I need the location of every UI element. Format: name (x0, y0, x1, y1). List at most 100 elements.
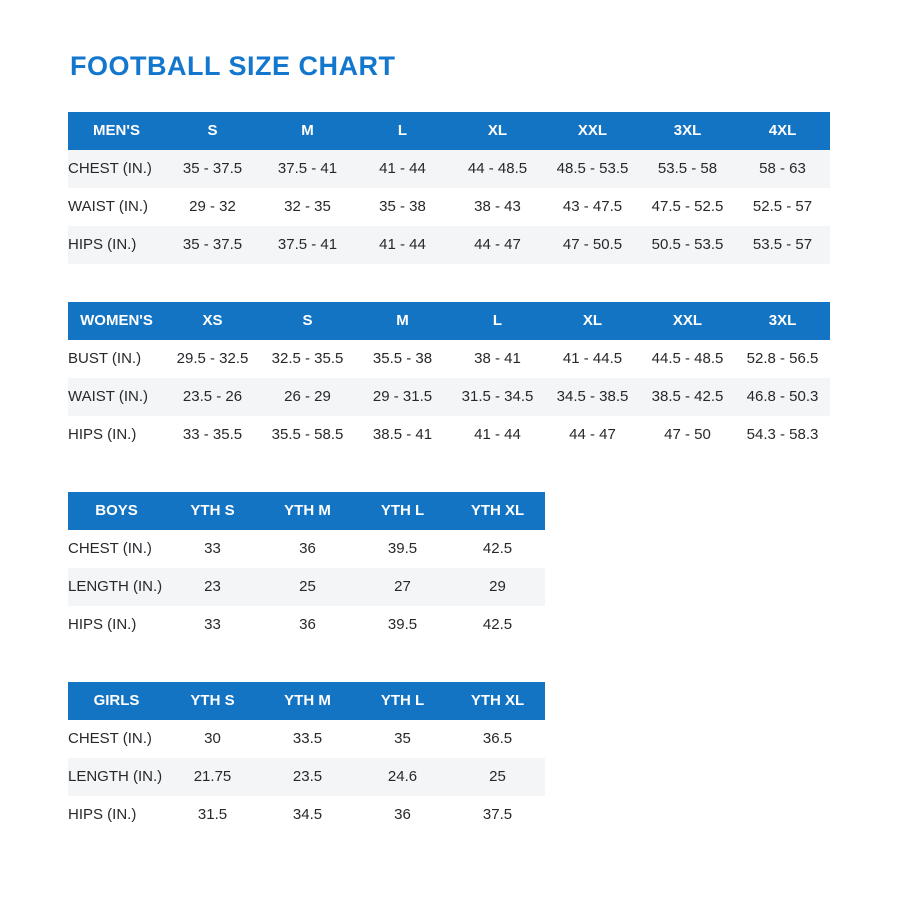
size-value-cell: 36 (394, 806, 411, 823)
size-value-cell: 50.5 - 53.5 (640, 226, 735, 264)
table-row: CHEST (IN.) 35 - 37.5 37.5 - 41 41 - 44 44 -… (68, 150, 830, 188)
size-value-cell: 38.5 - 42.5 (640, 378, 735, 416)
column-header: YTH S (165, 682, 260, 720)
size-value-cell: 23 (165, 568, 260, 606)
row-label: LENGTH (IN.) (68, 758, 165, 796)
size-table-boys: BOYS YTH S YTH M YTH L YTH XL CHEST (IN.) 33 36… (68, 492, 545, 644)
column-header: YTH L (355, 492, 450, 530)
size-table-womens: WOMEN'S XS S M L XL XXL 3XL BUST (IN.) 29.5 - 32.… (68, 302, 830, 454)
table-title-cell: WOMEN'S (68, 302, 165, 340)
column-header: XXL (545, 112, 640, 150)
size-value-cell: 32.5 - 35.5 (271, 350, 344, 367)
row-label: HIPS (IN.) (68, 806, 137, 823)
size-value-cell: 23.5 (260, 758, 355, 796)
row-label: WAIST (IN.) (68, 378, 165, 416)
size-value-cell: 27 (355, 568, 450, 606)
row-label: HIPS (IN.) (68, 426, 137, 443)
table-header-row: WOMEN'S XS S M L XL XXL 3XL (68, 302, 830, 340)
size-value-cell: 29 - 31.5 (355, 378, 450, 416)
size-value-cell: 33.5 (292, 730, 323, 747)
size-value-cell: 42.5 (482, 616, 513, 633)
table-row: LENGTH (IN.) 23 25 27 29 (68, 568, 545, 606)
column-header: YTH XL (450, 492, 545, 530)
size-value-cell: 24.6 (355, 758, 450, 796)
size-value-cell: 44 - 48.5 (450, 150, 545, 188)
column-header: XXL (640, 302, 735, 340)
size-value-cell: 34.5 - 38.5 (545, 378, 640, 416)
table-row: CHEST (IN.) 33 36 39.5 42.5 (68, 530, 545, 568)
row-label: CHEST (IN.) (68, 150, 165, 188)
column-header: M (260, 112, 355, 150)
table-row: HIPS (IN.) 31.5 34.5 36 37.5 (68, 796, 545, 834)
table-header-row: BOYS YTH S YTH M YTH L YTH XL (68, 492, 545, 530)
table-row: WAIST (IN.) 29 - 32 32 - 35 35 - 38 38 - 43 4… (68, 188, 830, 226)
size-chart-page: FOOTBALL SIZE CHART MEN'S S M L XL XXL 3XL 4XL C… (68, 51, 832, 834)
size-value-cell: 44.5 - 48.5 (651, 350, 724, 367)
size-value-cell: 48.5 - 53.5 (545, 150, 640, 188)
size-value-cell: 37.5 (482, 806, 513, 823)
size-value-cell: 39.5 (387, 616, 418, 633)
size-value-cell: 35 - 37.5 (165, 226, 260, 264)
size-value-cell: 34.5 (292, 806, 323, 823)
column-header: 4XL (735, 112, 830, 150)
size-value-cell: 37.5 - 41 (260, 226, 355, 264)
size-value-cell: 23.5 - 26 (165, 378, 260, 416)
size-value-cell: 29 (450, 568, 545, 606)
size-value-cell: 47 - 50.5 (545, 226, 640, 264)
size-value-cell: 41 - 44.5 (562, 350, 623, 367)
row-label: HIPS (IN.) (68, 616, 137, 633)
size-value-cell: 25 (450, 758, 545, 796)
table-row: HIPS (IN.) 33 - 35.5 35.5 - 58.5 38.5 - 41 4… (68, 416, 830, 454)
size-value-cell: 47 - 50 (664, 426, 711, 443)
size-tables: MEN'S S M L XL XXL 3XL 4XL CHEST (IN.) 35 - 37.5 3… (68, 112, 832, 834)
table-header-row: GIRLS YTH S YTH M YTH L YTH XL (68, 682, 545, 720)
column-header: M (355, 302, 450, 340)
size-value-cell: 47.5 - 52.5 (651, 198, 724, 215)
size-value-cell: 35 (394, 730, 411, 747)
row-label: WAIST (IN.) (68, 198, 148, 215)
size-value-cell: 52.8 - 56.5 (746, 350, 819, 367)
size-value-cell: 33 - 35.5 (182, 426, 243, 443)
size-value-cell: 30 (204, 730, 221, 747)
table-title-cell: MEN'S (68, 112, 165, 150)
page-title: FOOTBALL SIZE CHART (70, 51, 396, 81)
table-header-row: MEN'S S M L XL XXL 3XL 4XL (68, 112, 830, 150)
row-label: HIPS (IN.) (68, 226, 165, 264)
size-value-cell: 37.5 - 41 (260, 150, 355, 188)
column-header: YTH M (260, 682, 355, 720)
size-value-cell: 38 - 41 (474, 350, 521, 367)
table-row: LENGTH (IN.) 21.75 23.5 24.6 25 (68, 758, 545, 796)
column-header: 3XL (735, 302, 830, 340)
size-value-cell: 39.5 (387, 540, 418, 557)
table-row: HIPS (IN.) 33 36 39.5 42.5 (68, 606, 545, 644)
size-value-cell: 35 - 38 (379, 198, 426, 215)
size-value-cell: 38 - 43 (474, 198, 521, 215)
size-value-cell: 54.3 - 58.3 (746, 426, 819, 443)
size-value-cell: 53.5 - 58 (640, 150, 735, 188)
size-value-cell: 46.8 - 50.3 (735, 378, 830, 416)
size-value-cell: 35.5 - 58.5 (271, 426, 344, 443)
column-header: YTH S (165, 492, 260, 530)
column-header: L (355, 112, 450, 150)
table-title-cell: BOYS (68, 492, 165, 530)
column-header: 3XL (640, 112, 735, 150)
row-label: BUST (IN.) (68, 350, 142, 367)
size-value-cell: 52.5 - 57 (752, 198, 813, 215)
size-value-cell: 32 - 35 (284, 198, 331, 215)
column-header: XL (545, 302, 640, 340)
size-value-cell: 42.5 (482, 540, 513, 557)
column-header: S (165, 112, 260, 150)
size-value-cell: 29 - 32 (189, 198, 236, 215)
size-value-cell: 36 (299, 616, 316, 633)
size-value-cell: 43 - 47.5 (562, 198, 623, 215)
column-header: YTH XL (450, 682, 545, 720)
size-value-cell: 35 - 37.5 (165, 150, 260, 188)
column-header: YTH L (355, 682, 450, 720)
column-header: YTH M (260, 492, 355, 530)
column-header: XL (450, 112, 545, 150)
table-row: CHEST (IN.) 30 33.5 35 36.5 (68, 720, 545, 758)
size-value-cell: 44 - 47 (569, 426, 616, 443)
size-value-cell: 41 - 44 (355, 226, 450, 264)
size-table-mens: MEN'S S M L XL XXL 3XL 4XL CHEST (IN.) 35 - 37.5 3… (68, 112, 830, 264)
table-row: HIPS (IN.) 35 - 37.5 37.5 - 41 41 - 44 44 - … (68, 226, 830, 264)
